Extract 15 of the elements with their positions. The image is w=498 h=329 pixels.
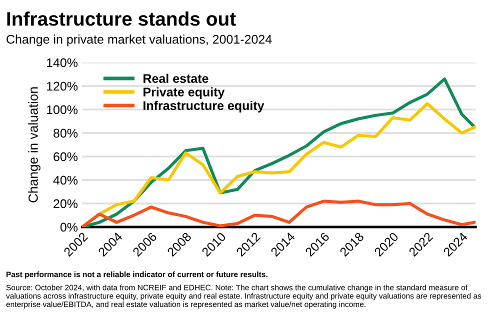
legend-label: Infrastructure equity: [144, 100, 264, 112]
chart-title: Infrastructure stands out: [7, 12, 236, 26]
legend-label: Real estate: [144, 74, 208, 83]
y-tick-label: 80%: [54, 128, 78, 138]
y-tick-label: 0%: [60, 222, 78, 232]
y-axis-title: Change in valuation: [28, 87, 40, 202]
y-tick-label: 60%: [54, 152, 78, 162]
chart-subtitle: Change in private market valuations, 2001-2024: [6, 34, 272, 46]
y-tick-label: 120%: [46, 82, 78, 91]
y-tick-label: 20%: [54, 199, 78, 208]
y-tick-label: 40%: [53, 176, 78, 185]
y-tick-label: 140%: [46, 58, 78, 68]
line-series: [82, 200, 476, 228]
legend-label: Private equity: [144, 87, 225, 99]
y-tick-label: 100%: [46, 105, 78, 114]
